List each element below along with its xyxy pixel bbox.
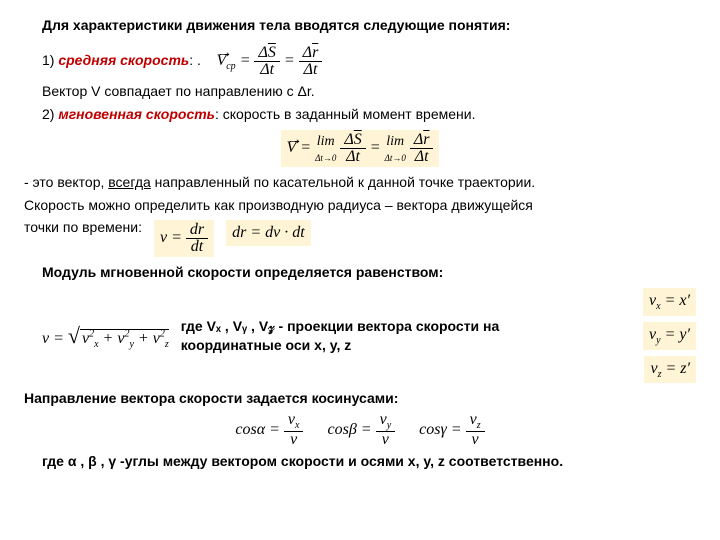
formula-vcp: V→ср = ΔSΔt = ΔrΔt [216,52,322,69]
formula-lim: V→ = limΔt→0 ΔSΔt = limΔt→0 ΔrΔt [281,130,440,167]
component-derivatives: vx = x′ vy = y′ vz = z′ [643,286,696,385]
formula-drdt: v = drdt [154,220,214,257]
item-1-after: : . [189,52,201,68]
deriv-intro-2: точки по времени: [24,218,142,237]
dir-title: Направление вектора скорости задается ко… [24,389,696,408]
comp-y: vy = y′ [643,322,696,350]
comp-z: vz = z′ [644,356,696,384]
formula-modulus: v = √v2x + v2y + v2z [42,330,169,347]
modulus-row: v = √v2x + v2y + v2z где Vₓ , Vᵧ , V𝓏 - … [24,286,696,385]
mod-desc-1: где Vₓ , Vᵧ , V𝓏 - проекции вектора скор… [181,317,631,336]
item-2-label: мгновенная скорость [58,106,215,122]
item-2-num: 2) [42,106,58,122]
deriv-intro: Скорость можно определить как производну… [24,196,696,215]
line-2: Вектор V совпадает по направлению с Δr. [24,82,696,101]
comp-x: vx = x′ [643,288,696,316]
item-2-after: : скорость в заданный момент времени. [215,106,475,122]
item-1-num: 1) [42,52,58,68]
tangent-post: направленный по касательной к данной точ… [151,174,535,190]
item-1: 1) средняя скорость: . V→ср = ΔSΔt = ΔrΔ… [24,45,696,78]
tangent-und: всегда [108,174,151,190]
deriv-row: точки по времени: v = drdt dr = dv · dt [24,218,696,259]
angles-note: где α , β , γ -углы между вектором скоро… [24,452,696,471]
item-1-label: средняя скорость [58,52,189,68]
item-2: 2) мгновенная скорость: скорость в задан… [24,105,696,124]
tangent-pre: - это вектор, [24,174,108,190]
formula-dr: dr = dv · dt [226,220,311,246]
modulus-title: Модуль мгновенной скорости определяется … [24,263,696,282]
tangent-line: - это вектор, всегда направленный по кас… [24,173,696,192]
mod-desc-2: координатные оси x, y, z [181,336,631,355]
formula-cosines: cosα = vxv cosβ = vyv cosγ = vzv [235,421,484,438]
page-title: Для характеристики движения тела вводятс… [24,16,696,35]
